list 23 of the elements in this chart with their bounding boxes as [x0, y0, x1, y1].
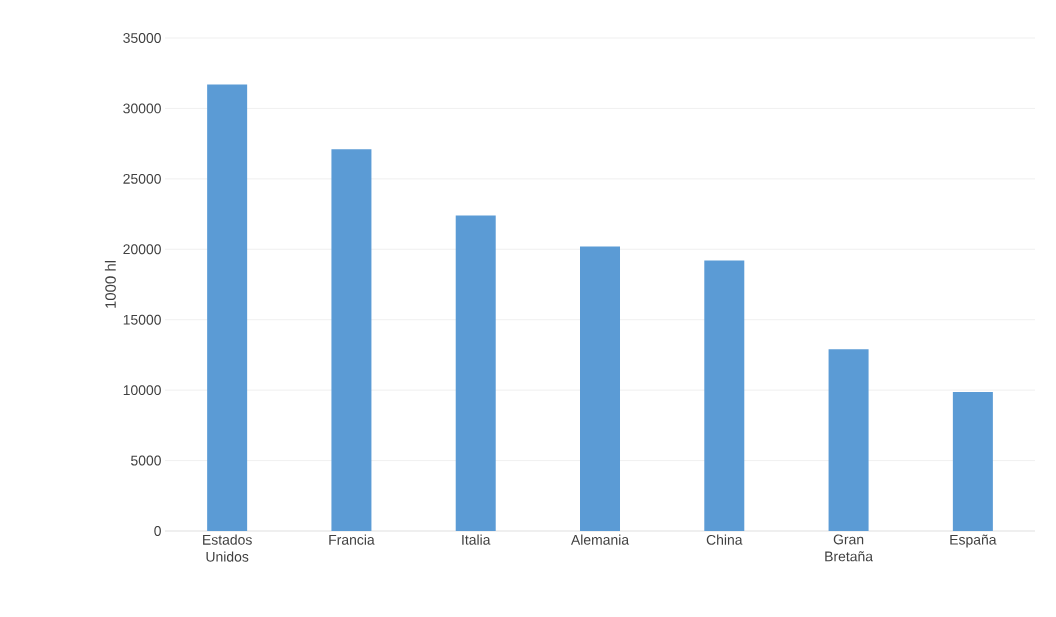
y-tick-label: 35000 [123, 33, 161, 43]
x-tick-label: Francia [329, 534, 375, 545]
bar [207, 84, 248, 531]
bar [580, 246, 620, 531]
y-tick-label: 30000 [123, 103, 161, 114]
x-tick-label: Italia [462, 534, 491, 545]
y-axis-title: 1000 hl [104, 261, 116, 308]
y-tick-label: 0 [154, 526, 161, 536]
y-tick-label: 25000 [123, 173, 161, 184]
y-tick-label: 5000 [131, 455, 161, 466]
x-tick-label: España [950, 534, 997, 548]
y-tick-label: 15000 [123, 314, 161, 325]
x-tick-label: China [706, 534, 743, 545]
bar [704, 260, 745, 531]
bar [455, 215, 496, 531]
y-tick-label: 20000 [123, 244, 161, 255]
bar [828, 349, 869, 531]
x-tick-label: Gran Bretaña [825, 534, 874, 562]
bar [331, 149, 372, 531]
x-tick-label: Alemania [570, 534, 630, 545]
bar [952, 391, 993, 531]
y-tick-label: 10000 [123, 385, 161, 396]
x-tick-label: Estados Unidos [203, 534, 252, 562]
